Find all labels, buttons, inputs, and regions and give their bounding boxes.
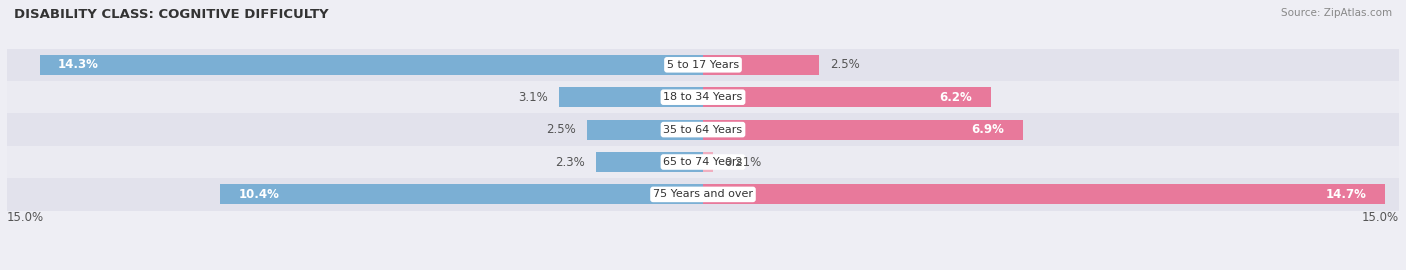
Text: 5 to 17 Years: 5 to 17 Years: [666, 60, 740, 70]
Bar: [221, 184, 703, 204]
Bar: [7, 146, 1399, 178]
Bar: [703, 152, 713, 172]
Text: 6.9%: 6.9%: [972, 123, 1004, 136]
Text: 2.5%: 2.5%: [546, 123, 575, 136]
Text: 14.3%: 14.3%: [58, 58, 98, 71]
Text: 75 Years and over: 75 Years and over: [652, 189, 754, 200]
Text: 0.21%: 0.21%: [724, 156, 762, 168]
Bar: [588, 120, 703, 140]
Text: 15.0%: 15.0%: [7, 211, 44, 224]
Text: 15.0%: 15.0%: [1362, 211, 1399, 224]
Text: 65 to 74 Years: 65 to 74 Years: [664, 157, 742, 167]
Bar: [596, 152, 703, 172]
Bar: [7, 81, 1399, 113]
Text: 2.3%: 2.3%: [555, 156, 585, 168]
Legend: Male, Female: Male, Female: [647, 266, 759, 270]
Text: 18 to 34 Years: 18 to 34 Years: [664, 92, 742, 102]
Bar: [7, 178, 1399, 211]
Text: 6.2%: 6.2%: [939, 91, 972, 104]
Text: 10.4%: 10.4%: [239, 188, 280, 201]
Text: 35 to 64 Years: 35 to 64 Years: [664, 124, 742, 135]
Bar: [703, 184, 1385, 204]
Bar: [703, 120, 1024, 140]
Text: Source: ZipAtlas.com: Source: ZipAtlas.com: [1281, 8, 1392, 18]
Bar: [703, 55, 818, 75]
Bar: [703, 87, 991, 107]
Text: 14.7%: 14.7%: [1326, 188, 1367, 201]
Text: 3.1%: 3.1%: [517, 91, 547, 104]
Bar: [560, 87, 703, 107]
Bar: [7, 49, 1399, 81]
Text: DISABILITY CLASS: COGNITIVE DIFFICULTY: DISABILITY CLASS: COGNITIVE DIFFICULTY: [14, 8, 329, 21]
Text: 2.5%: 2.5%: [831, 58, 860, 71]
Bar: [39, 55, 703, 75]
Bar: [7, 113, 1399, 146]
